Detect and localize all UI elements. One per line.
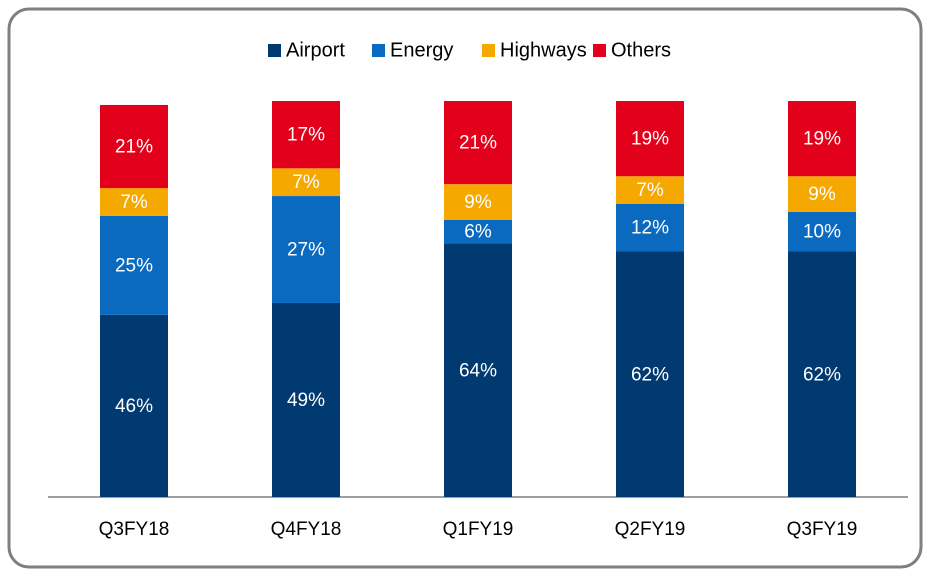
data-label: 27% — [287, 240, 325, 261]
data-label: 49% — [287, 390, 325, 411]
x-tick-label: Q4FY18 — [271, 519, 342, 540]
bar-segment — [788, 176, 856, 212]
data-label: 62% — [631, 364, 669, 385]
legend-swatch — [268, 44, 281, 57]
bar-segment — [100, 104, 168, 189]
data-label: 46% — [115, 396, 153, 417]
bar-segment — [616, 176, 684, 204]
data-label: 9% — [808, 184, 836, 205]
bar-segment — [100, 314, 168, 497]
legend-label: Energy — [390, 39, 453, 61]
legend-label: Highways — [500, 39, 587, 61]
bar-segment — [100, 215, 168, 315]
legend-label: Airport — [286, 39, 345, 61]
data-label: 7% — [636, 180, 664, 201]
legend-swatch — [593, 44, 606, 57]
x-tick-label: Q2FY19 — [615, 519, 686, 540]
bar-segment — [272, 302, 340, 497]
x-tick-label: Q3FY19 — [787, 519, 858, 540]
data-label: 6% — [464, 222, 492, 243]
bar-segment — [272, 168, 340, 197]
x-tick-label: Q1FY19 — [443, 519, 514, 540]
legend-swatch — [372, 44, 385, 57]
bar-segment — [272, 101, 340, 169]
bar-segment — [444, 219, 512, 244]
bar-segment — [444, 101, 512, 185]
bar-segment — [616, 203, 684, 252]
bar-segment — [788, 211, 856, 252]
data-label: 17% — [287, 125, 325, 146]
bar-segment — [616, 251, 684, 497]
bar-segment — [100, 188, 168, 216]
bar-segment — [788, 101, 856, 177]
data-label: 25% — [115, 255, 153, 276]
bar-segment — [444, 243, 512, 497]
data-label: 19% — [631, 129, 669, 150]
data-label: 19% — [803, 129, 841, 150]
legend-swatch — [482, 44, 495, 57]
bar-segment — [616, 101, 684, 177]
bar-segment — [788, 251, 856, 497]
data-label: 64% — [459, 360, 497, 381]
data-label: 10% — [803, 222, 841, 243]
data-label: 21% — [115, 137, 153, 158]
data-label: 7% — [292, 172, 320, 193]
data-label: 7% — [120, 192, 148, 213]
data-label: 12% — [631, 218, 669, 239]
bar-segment — [272, 196, 340, 303]
data-label: 9% — [464, 192, 492, 213]
x-tick-label: Q3FY18 — [99, 519, 170, 540]
data-label: 21% — [459, 133, 497, 154]
legend-label: Others — [611, 39, 671, 61]
bar-segment — [444, 184, 512, 220]
data-label: 62% — [803, 364, 841, 385]
